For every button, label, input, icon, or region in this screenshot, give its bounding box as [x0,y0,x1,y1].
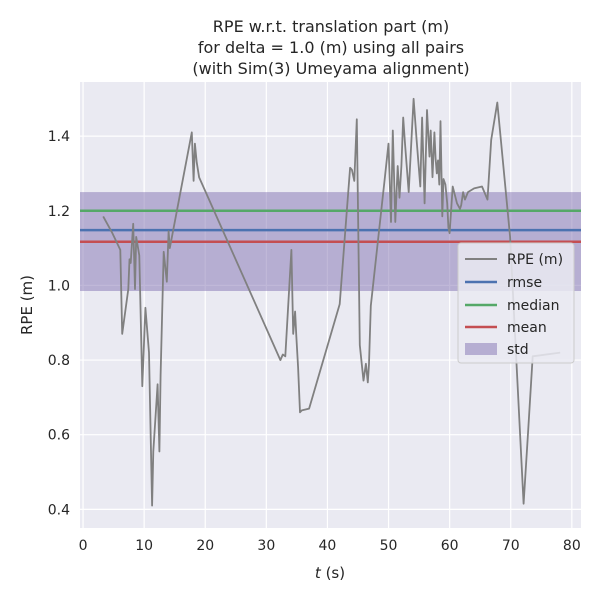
legend-mean-label: mean [507,320,547,336]
y-tick-label: 0.4 [48,502,70,518]
rpe-series-line [102,97,561,507]
x-tick-label: 0 [79,538,88,554]
x-axis-label: t (s) [315,564,345,582]
grid-x [82,82,573,528]
legend-median-label: median [507,298,559,314]
x-tick-label: 10 [135,538,153,554]
legend-rpe-label: RPE (m) [507,252,563,268]
x-tick-label: 70 [502,538,520,554]
x-tick-label: 60 [441,538,459,554]
legend-std-swatch [465,343,497,355]
y-tick-label: 1.2 [48,204,70,220]
x-tick-label: 80 [563,538,581,554]
legend: RPE (m) rmse median mean std [457,242,575,364]
y-tick-label: 0.6 [48,428,70,444]
x-tick-label: 30 [257,538,275,554]
x-tick-label: 20 [196,538,214,554]
x-axis-label-var: t [315,564,322,582]
y-axis-label: RPE (m) [18,275,36,335]
legend-std-label: std [507,342,529,358]
x-tick-label: 40 [319,538,337,554]
y-tick-label: 0.8 [48,353,70,369]
stat-lines [80,209,581,243]
title-line-1: RPE w.r.t. translation part (m) [213,17,449,36]
x-axis-label-unit: (s) [321,564,345,582]
x-tick-label: 50 [380,538,398,554]
legend-rmse-label: rmse [507,275,542,291]
title-line-2: for delta = 1.0 (m) using all pairs [198,38,464,57]
chart-title: RPE w.r.t. translation part (m) for delt… [192,17,469,78]
x-ticks: 0 10 20 30 40 50 60 70 80 [79,538,581,554]
y-tick-label: 1.4 [48,129,70,145]
y-tick-label: 1.0 [48,278,70,294]
legend-box [457,242,575,364]
title-line-3: (with Sim(3) Umeyama alignment) [192,59,469,78]
y-ticks: 0.4 0.6 0.8 1.0 1.2 1.4 [48,129,70,518]
